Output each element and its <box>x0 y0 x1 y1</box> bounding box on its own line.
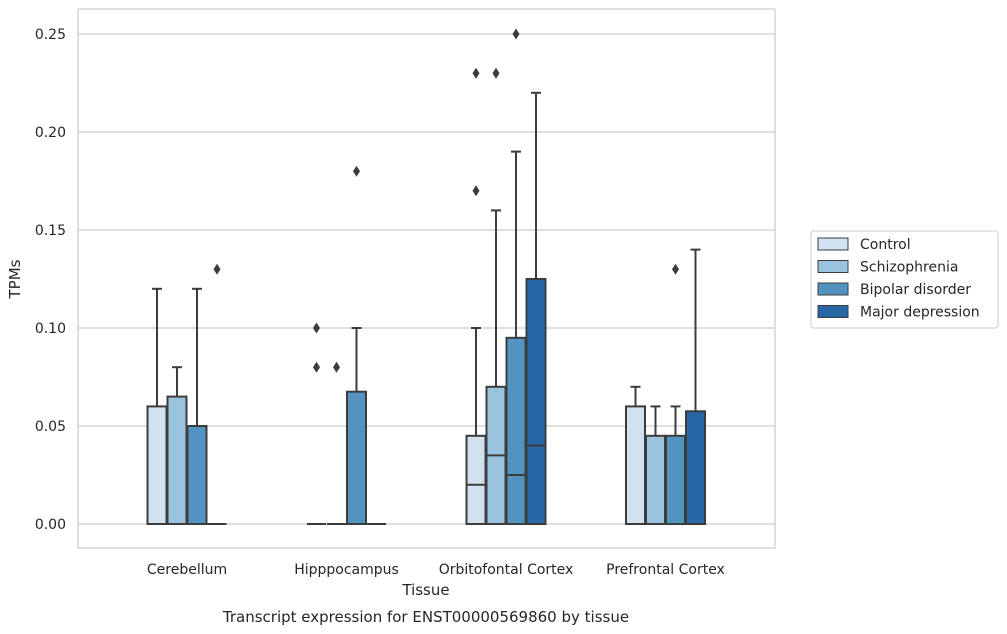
box-iqr <box>645 434 666 525</box>
box-bipolar-disorder <box>346 165 367 526</box>
legend-swatch <box>817 282 849 296</box>
box-iqr <box>665 434 686 525</box>
plot-frame <box>77 8 776 549</box>
chart-caption: Transcript expression for ENST0000056986… <box>222 608 629 626</box>
box-bipolar-disorder <box>505 28 527 525</box>
legend-swatch <box>817 260 849 273</box>
box-schizophrenia <box>166 366 188 526</box>
x-tick-labels: Cerebellum Hipppocampus Orbitofontal Corte… <box>147 562 725 578</box>
y-tick-label: 0.20 <box>35 125 66 141</box>
box-control <box>307 322 326 525</box>
outlier-point <box>472 185 480 197</box>
outlier-point <box>353 165 360 177</box>
y-tick-label: 0.25 <box>35 27 66 43</box>
box-iqr <box>186 425 208 525</box>
legend-label: Schizophrenia <box>860 260 958 276</box>
y-tick-label: 0.00 <box>35 517 66 533</box>
outlier-point <box>472 67 480 79</box>
outlier-point <box>672 263 679 275</box>
box-schizophrenia <box>327 361 346 525</box>
outlier-point <box>492 67 500 79</box>
legend-swatch <box>817 305 849 318</box>
y-tick-labels: 0.00 0.05 0.10 0.15 0.20 0.25 <box>35 27 66 533</box>
box-control <box>465 67 487 525</box>
outlier-point <box>313 361 320 373</box>
box-control <box>146 287 168 525</box>
y-axis-label: TPMs <box>6 259 24 299</box>
x-axis-label: Tissue <box>401 581 449 599</box>
box-major-depression <box>525 91 547 525</box>
box-iqr <box>166 395 188 526</box>
box-iqr <box>505 336 527 525</box>
plot-marks <box>146 28 706 526</box>
box-bipolar-disorder <box>665 263 686 525</box>
box-major-depression <box>685 248 706 525</box>
box-iqr <box>146 405 168 525</box>
box-bipolar-disorder <box>186 287 208 525</box>
y-tick-label: 0.05 <box>35 419 66 435</box>
legend-label: Control <box>860 237 911 253</box>
box-schizophrenia <box>485 67 507 525</box>
box-iqr <box>525 278 547 525</box>
legend-frame <box>810 230 999 329</box>
x-tick-label: Prefrontal Cortex <box>606 562 725 578</box>
box-iqr <box>465 434 487 525</box>
outlier-point <box>313 322 320 334</box>
x-tick-label: Cerebellum <box>147 562 227 578</box>
legend-label: Bipolar disorder <box>860 282 971 298</box>
box-schizophrenia <box>645 405 666 525</box>
outlier-point <box>333 361 340 373</box>
box-control <box>625 385 646 525</box>
box-iqr <box>346 390 367 526</box>
outlier-point <box>213 263 221 275</box>
y-tick-label: 0.10 <box>35 321 66 337</box>
legend-swatch <box>817 237 849 251</box>
outlier-point <box>512 28 520 40</box>
box-major-depression <box>207 263 227 525</box>
x-tick-label: Orbitofontal Cortex <box>439 562 574 578</box>
legend: Control Schizophrenia Bipolar disorder Majo… <box>810 230 999 329</box>
box-iqr <box>685 410 706 525</box>
box-iqr <box>625 405 646 525</box>
y-tick-label: 0.15 <box>35 223 66 239</box>
x-tick-label: Hipppocampus <box>294 562 399 578</box>
legend-label: Major depression <box>860 305 980 321</box>
